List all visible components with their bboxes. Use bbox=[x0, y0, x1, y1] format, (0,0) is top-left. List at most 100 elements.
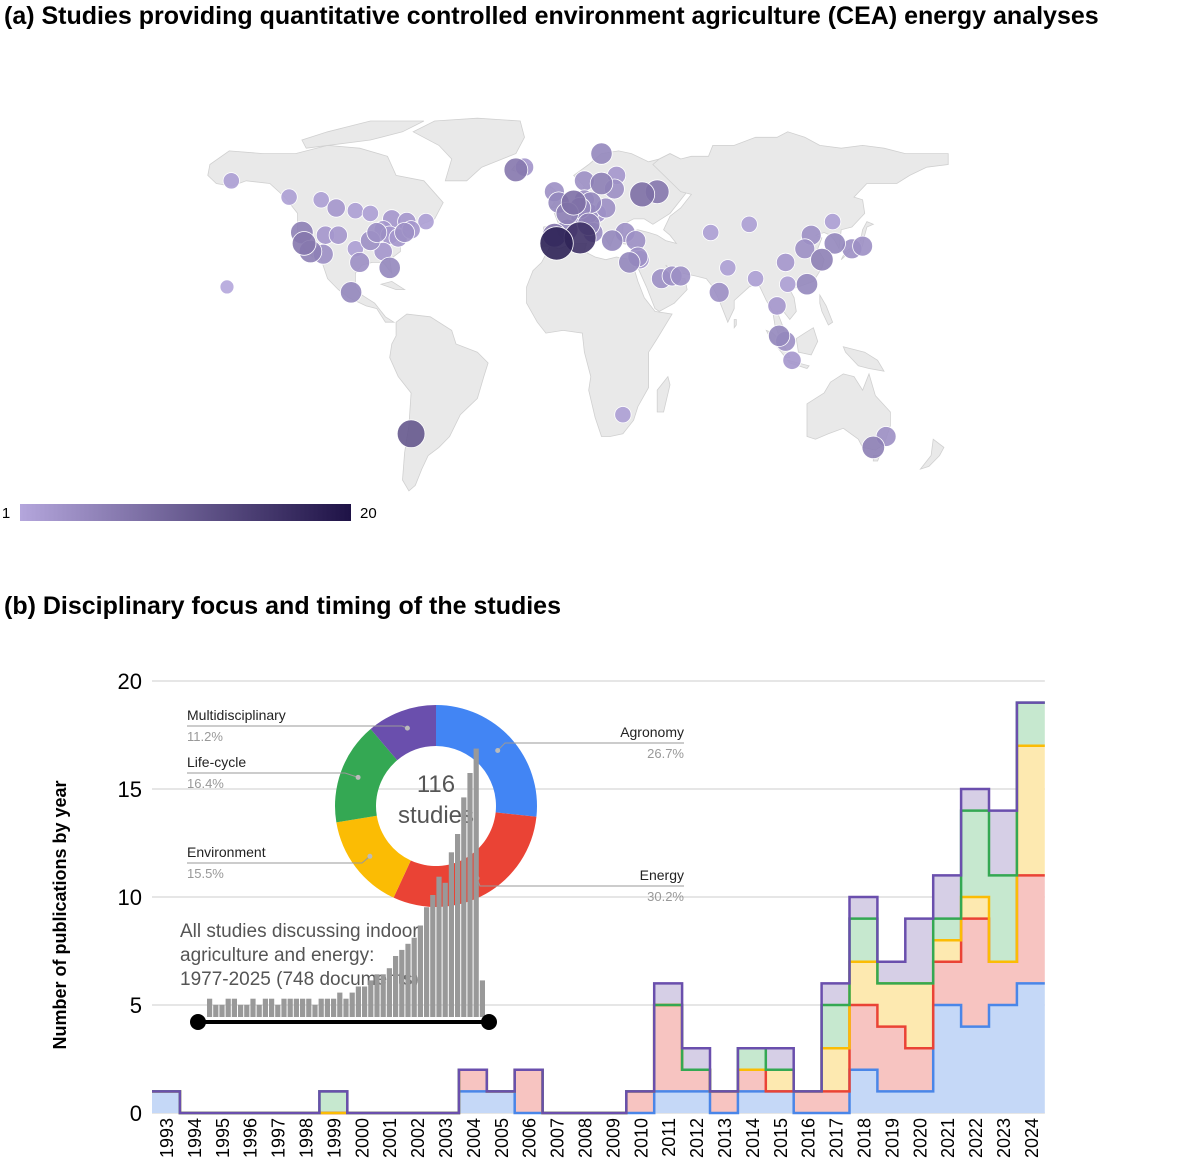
map-point bbox=[503, 157, 529, 183]
x-tick-label: 2013 bbox=[715, 1118, 735, 1158]
x-tick-label: 2012 bbox=[687, 1118, 707, 1158]
x-tick-label: 2015 bbox=[771, 1118, 791, 1158]
map-point bbox=[823, 213, 842, 231]
y-tick-label: 10 bbox=[118, 885, 142, 910]
line-multidisciplinary bbox=[152, 701, 1045, 1115]
inset-bar bbox=[473, 748, 479, 1017]
map-point bbox=[589, 171, 614, 196]
x-tick-label: 2024 bbox=[1022, 1118, 1042, 1158]
donut-label: Life-cycle bbox=[187, 754, 246, 770]
inset-bar bbox=[442, 882, 448, 1017]
x-tick-label: 2008 bbox=[575, 1118, 595, 1158]
landmass-australia bbox=[806, 372, 891, 451]
inset-bar bbox=[269, 998, 275, 1017]
donut-label: Agronomy bbox=[620, 724, 684, 740]
inset-bar bbox=[275, 1004, 281, 1017]
inset-bar bbox=[244, 1004, 250, 1017]
x-tick-label: 2021 bbox=[938, 1118, 958, 1158]
inset-caption-line-3: 1977-2025 (748 documents) bbox=[180, 969, 419, 990]
x-tick-label: 2019 bbox=[882, 1118, 902, 1158]
y-tick-label: 0 bbox=[130, 1101, 142, 1126]
landmass-asia bbox=[620, 131, 949, 343]
x-tick-label: 1994 bbox=[185, 1118, 205, 1158]
map-point bbox=[366, 222, 388, 243]
x-axis-ticks: 1993 1994 1995 1996 1997 1998 1999 2000 2001 2002… bbox=[157, 1118, 1042, 1158]
x-tick-label: 2010 bbox=[631, 1118, 651, 1158]
x-tick-label: 2014 bbox=[743, 1118, 763, 1158]
inset-bar bbox=[430, 895, 436, 1017]
map-point bbox=[312, 191, 330, 209]
inset-bar bbox=[399, 949, 405, 1017]
map-point bbox=[396, 419, 426, 449]
map-point bbox=[852, 235, 873, 257]
map-point bbox=[417, 213, 435, 231]
panel-b-title: (b) Disciplinary focus and timing of the… bbox=[4, 592, 561, 620]
inset-bar bbox=[231, 998, 237, 1017]
legend-min-label: 1 bbox=[2, 505, 10, 522]
map-point bbox=[767, 296, 787, 316]
map-point bbox=[775, 252, 796, 272]
x-tick-label: 2020 bbox=[910, 1118, 930, 1158]
map-point bbox=[795, 273, 819, 296]
map-point bbox=[326, 198, 346, 218]
map-point bbox=[590, 142, 613, 165]
map-point bbox=[349, 251, 371, 273]
x-tick-label: 2023 bbox=[994, 1118, 1014, 1158]
inset-bar bbox=[380, 974, 386, 1017]
inset-bar bbox=[262, 998, 268, 1017]
x-tick-label: 2006 bbox=[520, 1118, 540, 1158]
inset-bar bbox=[287, 998, 293, 1017]
map-point bbox=[719, 259, 737, 277]
map-point bbox=[670, 265, 692, 287]
inset-bar bbox=[331, 998, 337, 1017]
map-point bbox=[346, 202, 364, 220]
inset-bar bbox=[343, 998, 349, 1017]
inset-bar bbox=[312, 1004, 318, 1017]
x-tick-label: 2000 bbox=[352, 1118, 372, 1158]
donut-percent: 26.7% bbox=[647, 746, 684, 761]
donut-percent: 11.2% bbox=[187, 729, 223, 744]
landmass-canadian-islands bbox=[301, 120, 425, 149]
landmass-new-guinea bbox=[842, 346, 885, 372]
x-tick-label: 2018 bbox=[854, 1118, 874, 1158]
donut-label: Energy bbox=[640, 867, 684, 883]
x-tick-label: 2001 bbox=[380, 1118, 400, 1158]
y-tick-label: 5 bbox=[130, 993, 142, 1018]
legend-max-label: 20 bbox=[360, 505, 377, 522]
inset-bars bbox=[207, 748, 485, 1017]
inset-bar bbox=[417, 925, 423, 1017]
map-point bbox=[378, 256, 401, 279]
inset-bar bbox=[368, 980, 374, 1017]
donut-leader-line bbox=[187, 855, 371, 864]
map-point bbox=[708, 281, 730, 303]
x-tick-label: 2016 bbox=[799, 1118, 819, 1158]
x-tick-label: 2003 bbox=[436, 1118, 456, 1158]
inset-bar bbox=[374, 974, 380, 1017]
map-point bbox=[794, 238, 816, 260]
inset-bar bbox=[461, 797, 467, 1017]
donut-slice-agronomy bbox=[436, 705, 537, 817]
map-point bbox=[539, 226, 574, 261]
inset-bar bbox=[324, 998, 330, 1017]
y-axis-label: Number of publications by year bbox=[50, 780, 70, 1049]
x-tick-label: 1995 bbox=[213, 1118, 233, 1158]
inset-bar bbox=[424, 907, 430, 1017]
inset-bar bbox=[256, 1004, 262, 1017]
y-axis-ticks: 0 5 10 15 20 bbox=[118, 669, 142, 1126]
stacked-area-chart: 0 5 10 15 20 1993 1994 1995 1996 1997 1998 1999 200… bbox=[50, 669, 1045, 1158]
inset-bar bbox=[306, 998, 312, 1017]
legend-gradient-bar bbox=[20, 504, 351, 521]
map-point bbox=[219, 279, 235, 295]
inset-caption-line-1: All studies discussing indoor bbox=[180, 921, 419, 942]
landmass-madagascar bbox=[656, 375, 671, 413]
x-tick-label: 2005 bbox=[492, 1118, 512, 1158]
inset-bar bbox=[467, 773, 473, 1017]
inset-bar bbox=[411, 937, 417, 1017]
landmass-indonesia-borneo bbox=[795, 327, 819, 356]
map-point bbox=[560, 189, 587, 216]
inset-bar bbox=[386, 968, 392, 1017]
landmass-south-america bbox=[389, 313, 489, 492]
map-point bbox=[328, 225, 348, 245]
map-point bbox=[222, 172, 240, 190]
inset-bar bbox=[250, 998, 256, 1017]
